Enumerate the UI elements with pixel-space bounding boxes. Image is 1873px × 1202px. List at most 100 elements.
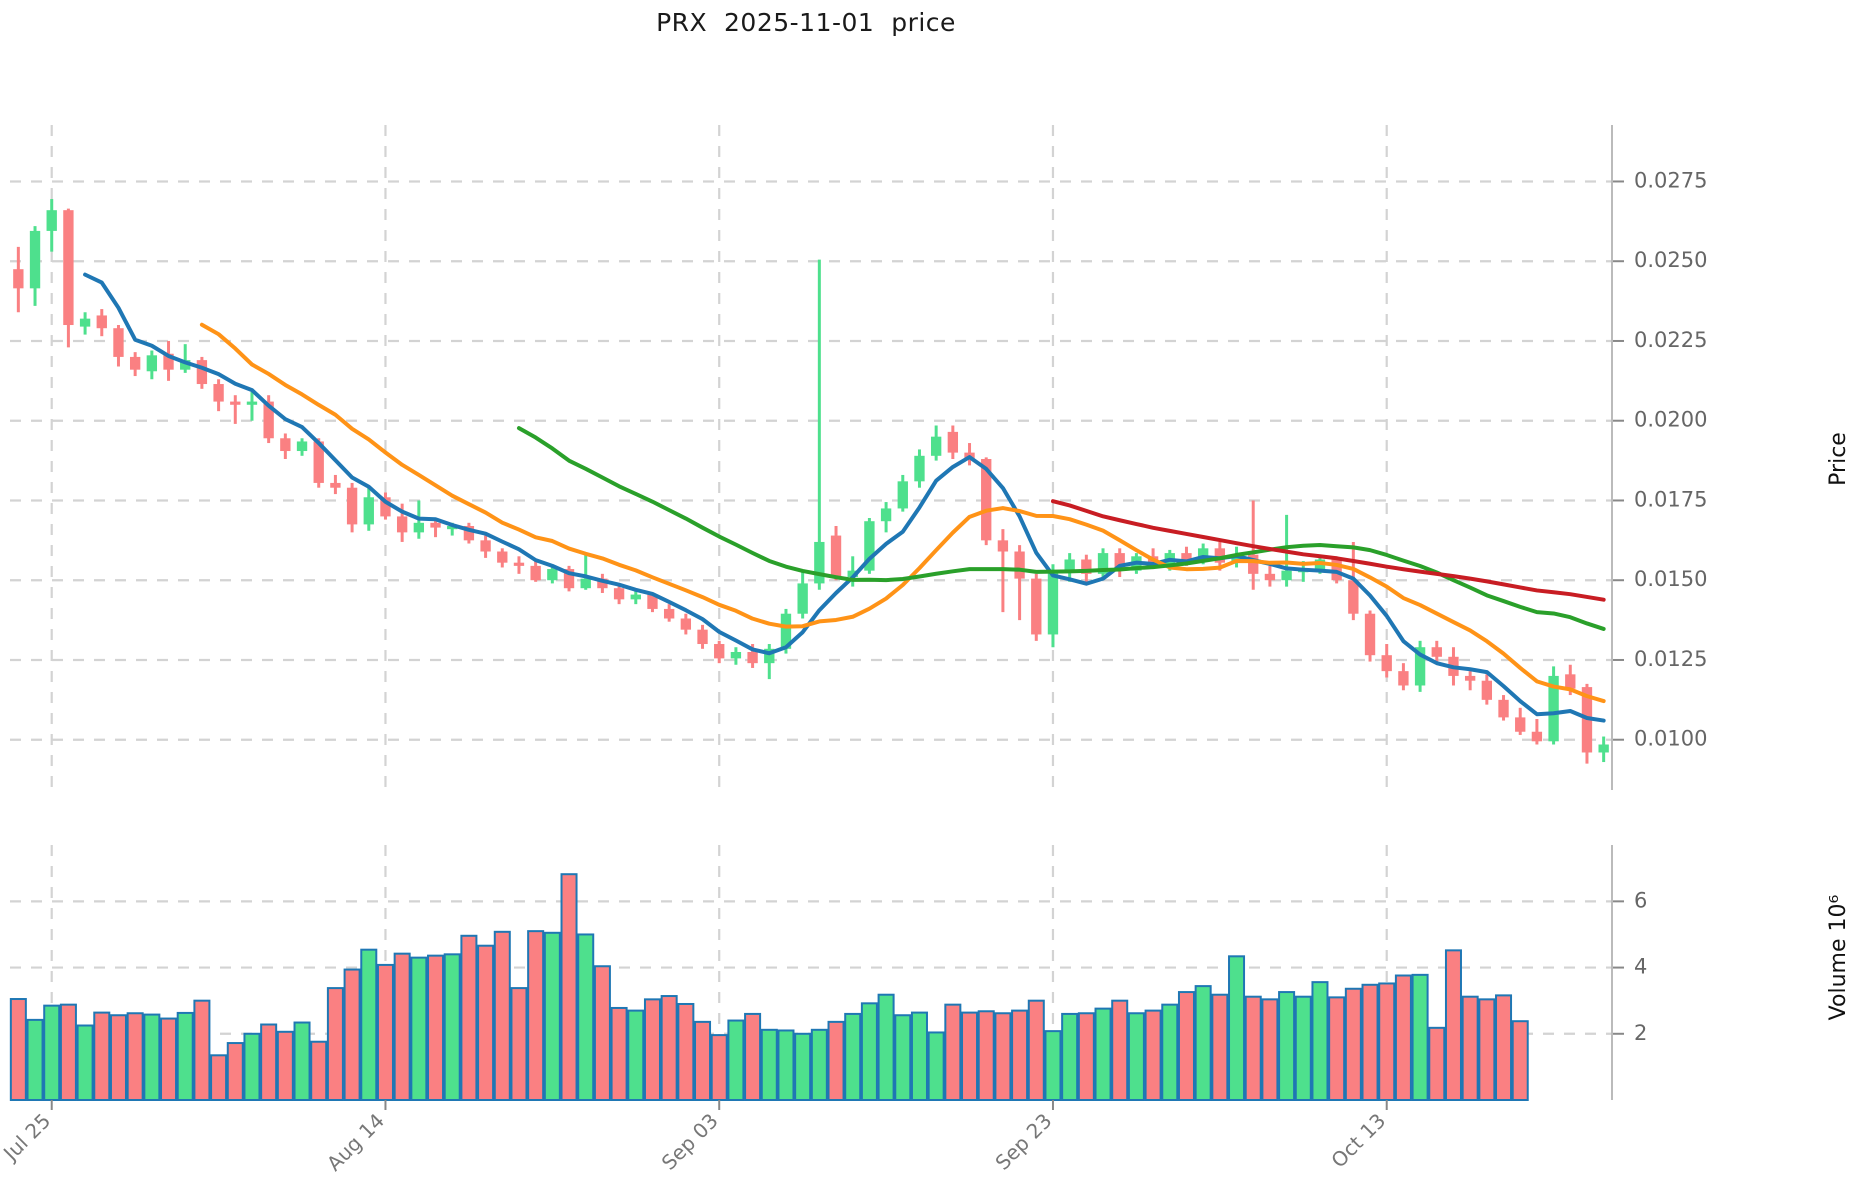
volume-bar [710,1034,728,1102]
volume-bar [326,987,344,1102]
candle-body [1431,647,1442,657]
volume-bar [510,987,528,1102]
volume-tick-label: 6 [1634,888,1647,912]
candle-body [981,459,992,541]
volume-bar [1394,974,1412,1101]
candle-body [914,455,925,482]
volume-bar [810,1028,828,1101]
volume-bar [1161,1003,1179,1101]
volume-bar [1211,993,1229,1101]
volume-tick-label: 2 [1634,1021,1647,1045]
candle-body [396,516,408,533]
candle-body [1097,553,1109,574]
volume-bar [276,1030,294,1101]
candle-body [497,551,508,563]
volume-bar [927,1031,945,1102]
candle-body [380,497,391,517]
candle-body [1598,744,1609,753]
volume-bar [1127,1012,1145,1102]
candle-body [213,384,224,402]
page-title: PRX 2025-11-01 price [656,8,956,37]
volume-bar [443,953,461,1102]
volume-bar [527,930,545,1101]
candle-body [1064,559,1075,573]
candle-body [1498,699,1509,718]
ma-line [1050,499,1606,602]
volume-bar [1428,1026,1446,1102]
volume-bar [593,965,611,1101]
volume-bar [1111,999,1129,1101]
candle-body [597,578,608,589]
candlestick-series [13,199,1609,764]
volume-bar [460,934,478,1102]
candle-body [113,328,124,357]
volume-bar [1495,994,1513,1101]
price-tick-label: 0.0200 [1634,408,1707,432]
volume-bar [910,1011,928,1102]
volume-bar [994,1012,1012,1102]
volume-bar [1244,995,1262,1101]
candle-body [1531,731,1543,742]
volume-bar [176,1011,194,1101]
volume-bar [1061,1012,1079,1102]
candle-body [430,522,441,528]
volume-bar [310,1040,328,1102]
volume-bar [1361,983,1379,1102]
volume-bar [844,1012,862,1102]
volume-bar [977,1010,995,1101]
volume-bar [1044,1030,1062,1101]
volume-bar [1177,991,1195,1101]
price-tick-label: 0.0150 [1634,567,1707,591]
volume-bar [9,998,27,1101]
volume-bar [694,1020,712,1101]
volume-bar [777,1029,795,1102]
candle-body [63,210,74,326]
volume-bar [1294,995,1312,1101]
candle-body [547,569,558,581]
candle-body [947,431,959,453]
candle-body [864,521,875,571]
candle-body [1464,675,1476,681]
candle-body [647,594,658,609]
volume-bar [109,1014,127,1101]
candle-body [1481,680,1493,700]
price-axis-title: Price [1826,432,1851,486]
volume-axis-ticks: 6 4 2 [1612,888,1647,1045]
candle-body [630,594,641,600]
price-tick-label: 0.0100 [1634,727,1707,751]
volume-bar [143,1013,161,1101]
candle-body [897,481,908,509]
volume-bar [1144,1009,1162,1101]
date-tick-label: Oct 13 [1326,1109,1390,1173]
candle-body [680,618,692,630]
date-axis-ticks: Jul 25 Aug 14 Sep 03 Sep 23 Oct 13 [0,1100,1390,1176]
date-tick-label: Sep 23 [990,1109,1056,1175]
axis-titles: Price Volume 10⁶ [1826,432,1851,1020]
date-tick-label: Sep 03 [657,1109,723,1175]
volume-bar [1194,985,1212,1101]
candle-body [1565,674,1576,689]
candle-body [1047,572,1059,635]
candle-body [530,565,541,581]
volume-bar [43,1004,61,1102]
volume-bar [376,963,394,1102]
volume-bar [1011,1009,1029,1101]
candle-body [880,508,892,522]
candle-body [730,651,742,659]
date-tick-label: Aug 14 [322,1109,389,1176]
volume-bar [226,1042,244,1102]
candle-body [1364,613,1376,656]
candle-body [580,578,591,589]
volume-bar [944,1003,962,1101]
volume-bar [393,952,411,1102]
volume-axis-title: Volume 10⁶ [1826,895,1851,1021]
candle-body [930,436,942,456]
candle-body [1381,655,1392,672]
price-tick-label: 0.0125 [1634,647,1707,671]
candle-body [480,540,491,552]
volume-bar [660,995,678,1101]
candle-body [313,441,324,483]
volume-bar [1511,1020,1529,1101]
volume-bar [210,1054,228,1102]
